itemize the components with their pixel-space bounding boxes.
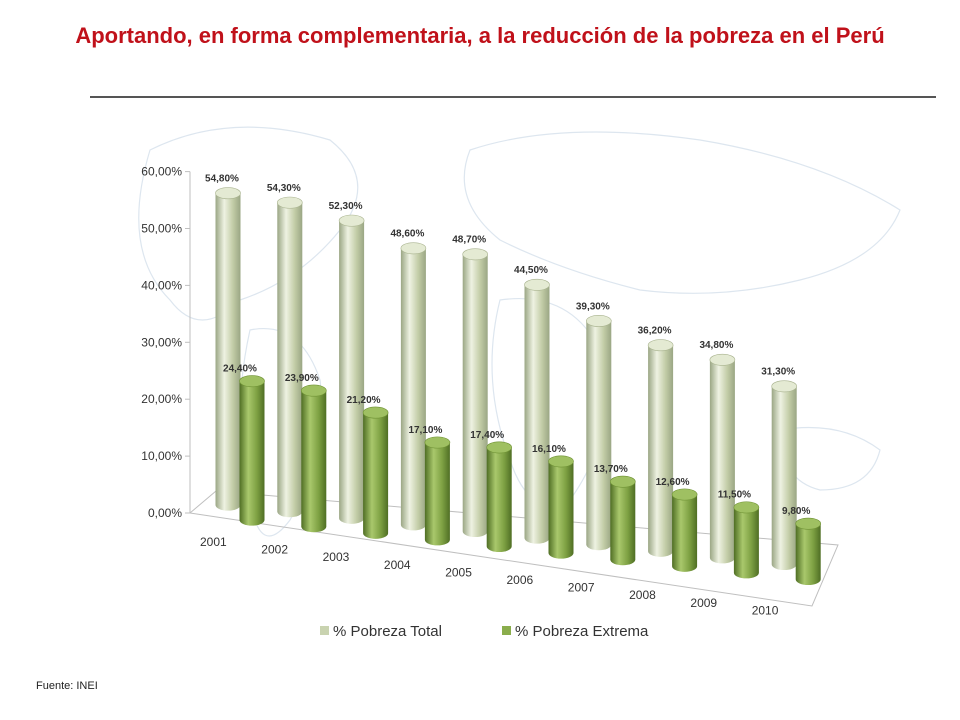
- x-tick-label: 2001: [200, 535, 227, 549]
- bar-extreme-2006: [548, 455, 574, 559]
- bar-total-2006: [524, 278, 550, 544]
- data-label-extreme-2010: 9,80%: [782, 506, 810, 517]
- x-tick-label: 2006: [507, 573, 534, 587]
- x-tick-label: 2008: [629, 588, 656, 602]
- x-tick-label: 2004: [384, 558, 411, 572]
- data-label-extreme-2005: 17,40%: [470, 430, 504, 441]
- y-tick-label: 10,00%: [141, 449, 182, 463]
- bar-total-2009: [709, 353, 736, 564]
- data-label-total-2004: 48,60%: [390, 229, 424, 240]
- bar-total-2003: [338, 214, 365, 524]
- bar-total-2002: [276, 196, 303, 518]
- data-label-total-2005: 48,70%: [452, 235, 486, 246]
- title-divider: [90, 96, 936, 98]
- data-label-extreme-2003: 21,20%: [347, 395, 381, 406]
- legend-label: % Pobreza Extrema: [515, 623, 649, 640]
- x-tick-label: 2002: [261, 543, 288, 557]
- bar-extreme-2007: [609, 475, 636, 566]
- bar-extreme-2010: [795, 517, 822, 586]
- chart-floor: [189, 490, 839, 607]
- y-tick-label: 30,00%: [141, 335, 182, 349]
- bar-total-2007: [585, 315, 612, 551]
- bar-extreme-2003: [362, 406, 389, 539]
- bar-extreme-2004: [424, 436, 451, 546]
- y-tick-label: 20,00%: [141, 392, 182, 406]
- source-note: Fuente: INEI: [36, 680, 98, 692]
- y-tick-label: 60,00%: [141, 165, 182, 179]
- data-label-total-2009: 34,80%: [699, 340, 733, 351]
- bar-extreme-2008: [671, 488, 698, 572]
- bar-extreme-2009: [733, 501, 760, 579]
- bar-total-2005: [462, 248, 489, 538]
- legend-item-total: % Pobreza Total: [320, 623, 442, 640]
- data-label-total-2003: 52,30%: [329, 201, 363, 212]
- x-tick-label: 2010: [752, 603, 779, 617]
- bar-total-2001: [215, 187, 241, 511]
- y-tick-label: 50,00%: [141, 222, 182, 236]
- bar-total-2010: [771, 380, 798, 571]
- bar-total-2008: [647, 339, 674, 557]
- bar-extreme-2002: [300, 384, 327, 533]
- map-outline-2: [463, 131, 901, 294]
- legend-swatch: [502, 626, 511, 635]
- bar-extreme-2001: [239, 375, 265, 526]
- data-label-total-2002: 54,30%: [267, 183, 301, 194]
- data-label-total-2001: 54,80%: [205, 174, 239, 185]
- data-label-extreme-2009: 11,50%: [718, 490, 751, 501]
- page-title: Aportando, en forma complementaria, a la…: [75, 23, 885, 48]
- x-tick-label: 2003: [323, 550, 350, 564]
- data-label-total-2010: 31,30%: [761, 367, 795, 378]
- legend-label: % Pobreza Total: [333, 623, 442, 640]
- data-label-total-2007: 39,30%: [576, 301, 610, 312]
- y-tick-label: 40,00%: [141, 278, 182, 292]
- data-label-extreme-2006: 16,10%: [532, 444, 566, 455]
- bar-total-2004: [400, 242, 427, 531]
- chart-bars: [215, 187, 822, 586]
- data-label-extreme-2008: 12,60%: [656, 477, 690, 488]
- data-label-extreme-2001: 24,40%: [223, 364, 257, 375]
- data-label-total-2008: 36,20%: [638, 326, 672, 337]
- data-label-extreme-2002: 23,90%: [285, 373, 319, 384]
- chart-legend: % Pobreza Total % Pobreza Extrema: [320, 623, 649, 640]
- legend-swatch: [320, 626, 329, 635]
- y-tick-label: 0,00%: [148, 506, 182, 520]
- data-label-extreme-2004: 17,10%: [408, 425, 442, 436]
- map-outline-0: [138, 126, 359, 321]
- data-label-total-2006: 44,50%: [514, 265, 548, 276]
- data-label-extreme-2007: 13,70%: [594, 464, 628, 475]
- chart-axes: 0,00% 10,00% 20,00% 30,00% 40,00% 50,00% 60,00…: [141, 165, 839, 617]
- x-tick-label: 2009: [690, 596, 717, 610]
- legend-item-extreme: % Pobreza Extrema: [502, 623, 649, 640]
- chart-data-labels: 54,80% 24,40% 54,30% 23,90% 52,30% 21,20% 48,6…: [205, 174, 810, 517]
- x-tick-label: 2007: [568, 581, 595, 595]
- x-tick-label: 2005: [445, 565, 472, 579]
- bar-extreme-2005: [486, 441, 513, 553]
